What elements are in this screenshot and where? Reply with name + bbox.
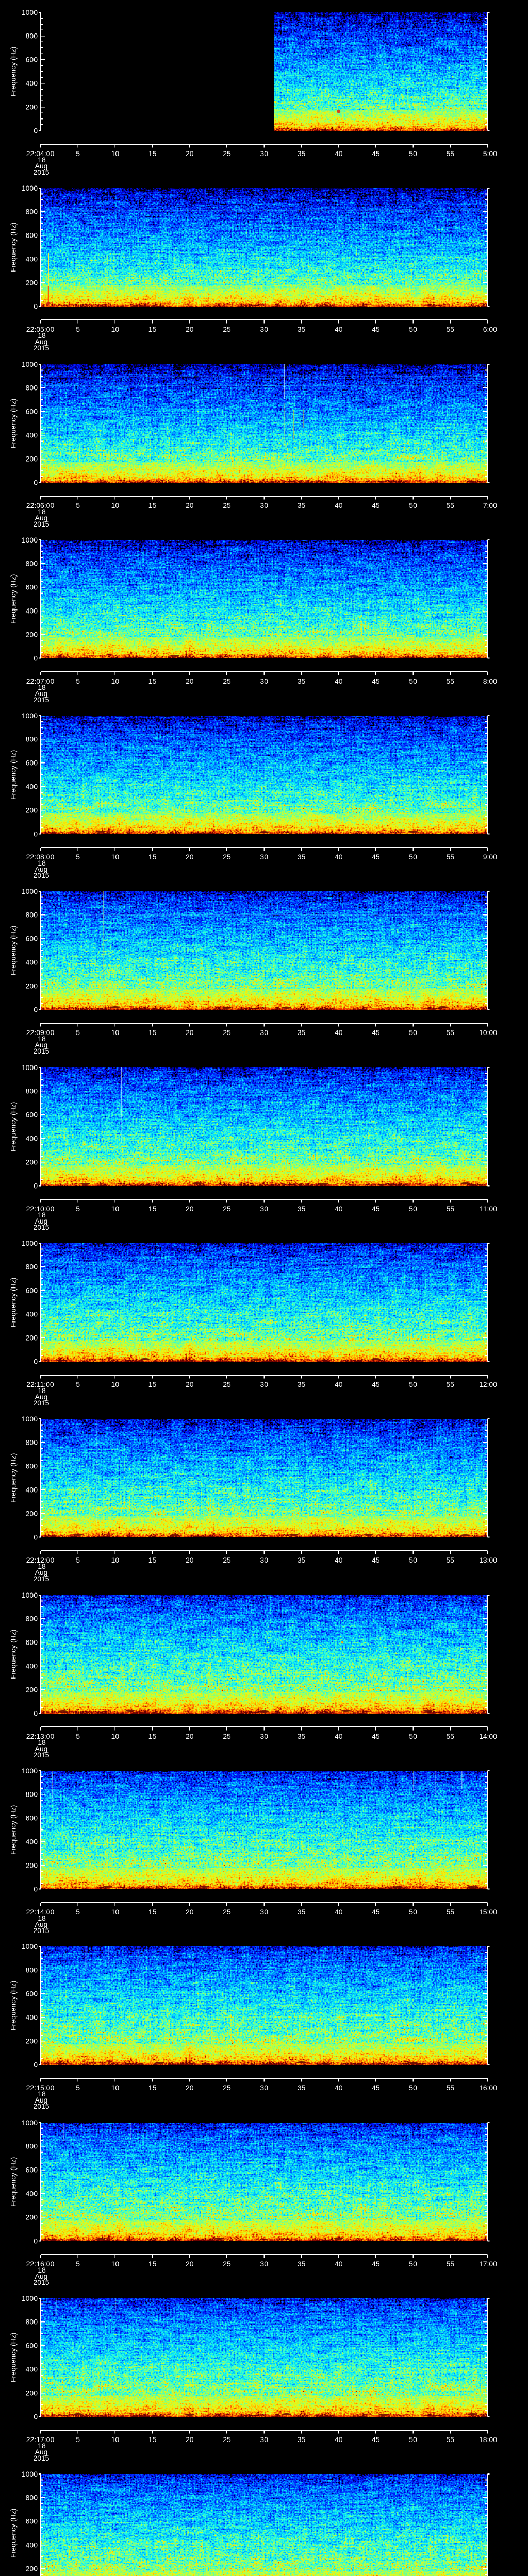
svg-text:9:00: 9:00	[483, 853, 497, 861]
svg-text:12:00: 12:00	[479, 1380, 497, 1388]
svg-text:5:00: 5:00	[483, 149, 497, 158]
svg-text:22:06:00: 22:06:00	[26, 501, 55, 510]
svg-text:16:00: 16:00	[479, 2083, 497, 2092]
svg-text:22:04:00: 22:04:00	[26, 149, 55, 158]
svg-text:6:00: 6:00	[483, 325, 497, 333]
svg-text:10:00: 10:00	[479, 1028, 497, 1037]
svg-text:15:00: 15:00	[479, 1908, 497, 1916]
svg-text:22:15:00: 22:15:00	[26, 2083, 55, 2092]
svg-text:22:11:00: 22:11:00	[26, 1380, 54, 1388]
svg-text:22:12:00: 22:12:00	[26, 1556, 55, 1564]
svg-text:22:10:00: 22:10:00	[26, 1205, 55, 1213]
svg-text:14:00: 14:00	[479, 1732, 497, 1740]
svg-text:22:14:00: 22:14:00	[26, 1908, 55, 1916]
svg-text:22:07:00: 22:07:00	[26, 677, 55, 685]
svg-text:11:00: 11:00	[480, 1205, 497, 1213]
svg-text:22:09:00: 22:09:00	[26, 1028, 55, 1037]
svg-text:22:17:00: 22:17:00	[26, 2435, 55, 2444]
svg-text:22:13:00: 22:13:00	[26, 1732, 55, 1740]
svg-text:22:08:00: 22:08:00	[26, 853, 55, 861]
svg-text:8:00: 8:00	[483, 677, 497, 685]
svg-text:22:16:00: 22:16:00	[26, 2260, 55, 2268]
svg-text:18:00: 18:00	[479, 2435, 497, 2444]
svg-text:22:05:00: 22:05:00	[26, 325, 55, 333]
svg-text:17:00: 17:00	[479, 2260, 497, 2268]
svg-text:7:00: 7:00	[483, 501, 497, 510]
svg-text:13:00: 13:00	[479, 1556, 497, 1564]
